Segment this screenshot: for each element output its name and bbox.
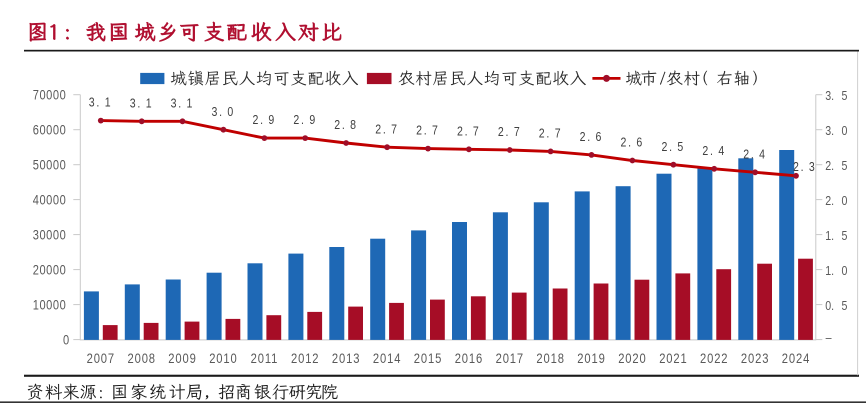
svg-text:2019: 2019 — [577, 350, 605, 367]
svg-text:60000: 60000 — [33, 121, 67, 138]
svg-text:50000: 50000 — [33, 156, 67, 173]
svg-text:2016: 2016 — [455, 350, 483, 367]
svg-text:40000: 40000 — [33, 191, 67, 208]
svg-text:2008: 2008 — [127, 350, 155, 367]
svg-text:2018: 2018 — [536, 350, 564, 367]
svg-text:2007: 2007 — [87, 350, 115, 367]
svg-text:2022: 2022 — [700, 350, 728, 367]
svg-text:2021: 2021 — [659, 350, 687, 367]
svg-text:–: – — [826, 331, 832, 345]
svg-text:2010: 2010 — [209, 350, 237, 367]
svg-text:2011: 2011 — [251, 350, 279, 367]
svg-text:20000: 20000 — [33, 261, 67, 278]
svg-text:2009: 2009 — [168, 350, 196, 367]
svg-text:30000: 30000 — [33, 226, 67, 243]
svg-text:2023: 2023 — [741, 350, 769, 367]
svg-text:0: 0 — [63, 331, 70, 348]
svg-text:2012: 2012 — [291, 350, 319, 367]
svg-text:70000: 70000 — [33, 86, 67, 103]
svg-text:2017: 2017 — [496, 350, 524, 367]
svg-text:2015: 2015 — [414, 350, 442, 367]
svg-text:10000: 10000 — [33, 296, 67, 313]
svg-text:2013: 2013 — [332, 350, 360, 367]
svg-text:2024: 2024 — [782, 350, 810, 367]
svg-text:2014: 2014 — [373, 350, 401, 367]
svg-text:2020: 2020 — [618, 350, 646, 367]
